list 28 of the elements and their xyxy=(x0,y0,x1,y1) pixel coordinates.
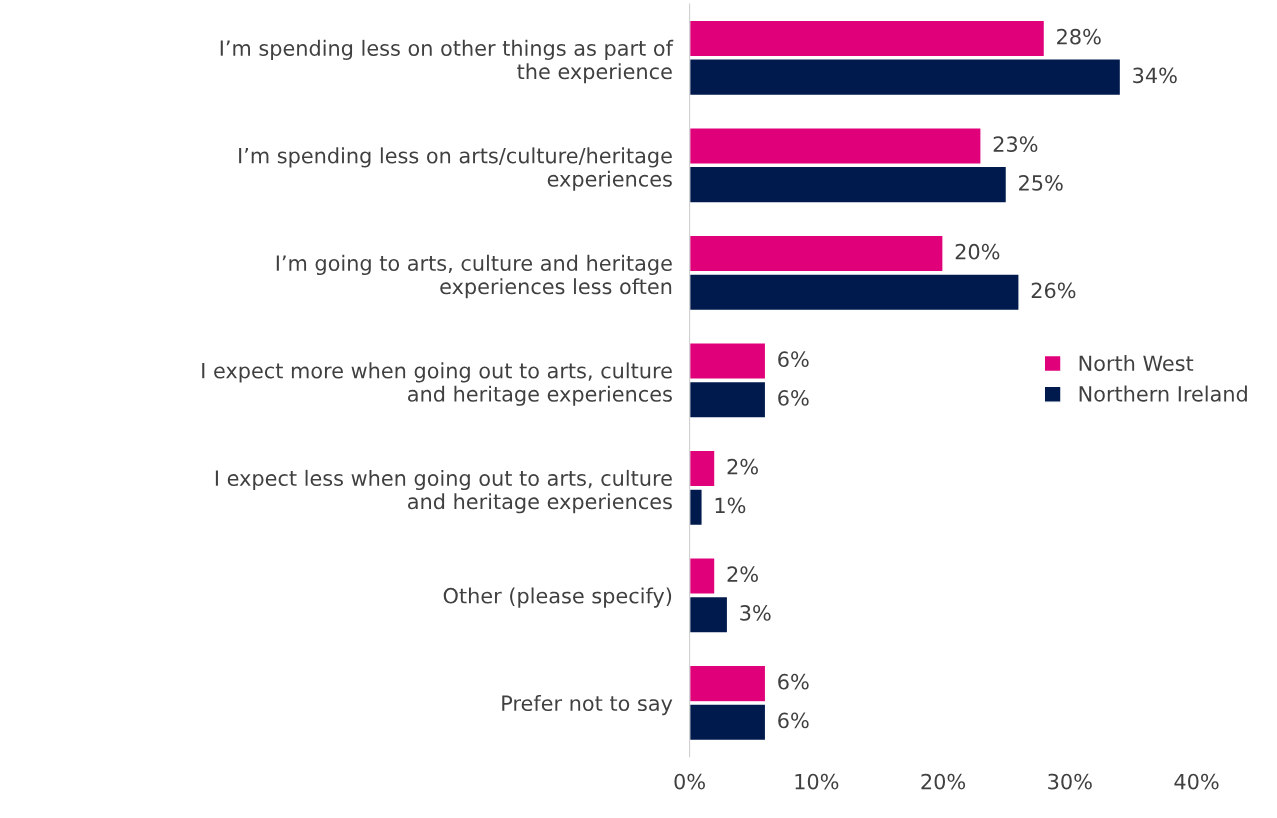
data-label: 20% xyxy=(955,243,1000,260)
data-label: 1% xyxy=(715,497,746,514)
x-tick-label: 20% xyxy=(921,773,966,790)
data-label: 2% xyxy=(727,566,758,583)
x-tick-label: 40% xyxy=(1174,773,1219,790)
data-label: 26% xyxy=(1031,282,1076,299)
legend-label: Northern Ireland xyxy=(1079,385,1247,402)
data-label: 2% xyxy=(727,458,758,475)
data-label: 6% xyxy=(778,351,809,368)
y-tick-label: I’m spending less on other things as part of the experience xyxy=(220,39,674,84)
y-tick-label: I expect more when going out to arts, culture and heritage experiences xyxy=(202,362,672,406)
legend-label: North West xyxy=(1079,355,1194,372)
data-label: 6% xyxy=(778,712,809,729)
y-tick-label: Prefer not to say xyxy=(502,694,673,716)
x-tick-label: 0% xyxy=(674,773,705,790)
y-tick-label: Other (please specify) xyxy=(443,587,672,608)
data-label: 6% xyxy=(778,673,809,690)
x-tick-label: 30% xyxy=(1048,773,1092,790)
data-label: 23% xyxy=(993,136,1038,153)
y-tick-label: I’m going to arts, culture and heritage experiences less often xyxy=(276,254,672,299)
data-label: 28% xyxy=(1057,28,1101,45)
data-label: 6% xyxy=(778,390,809,406)
x-tick-label: 10% xyxy=(795,773,839,790)
y-tick-label: I expect less when going out to arts, culture and heritage experiences xyxy=(215,469,672,514)
data-label: 3% xyxy=(740,605,771,621)
data-label: 34% xyxy=(1133,67,1177,84)
data-label: 25% xyxy=(1019,174,1063,191)
y-tick-label: I’m spending less on arts/culture/heritage experiences xyxy=(239,147,672,191)
